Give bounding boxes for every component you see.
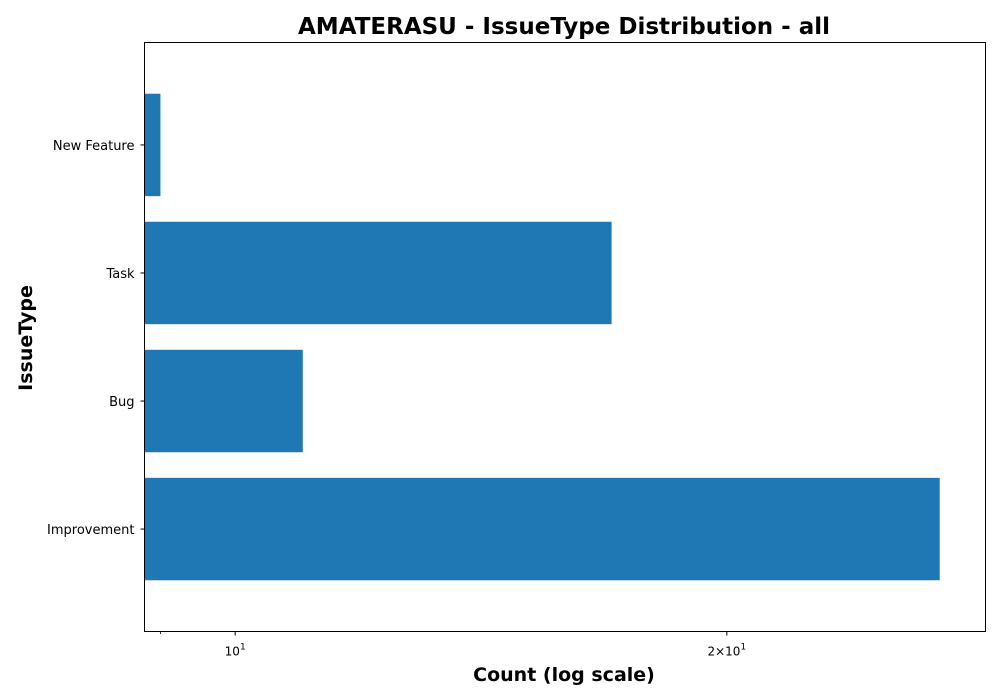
y-tick-label: New Feature xyxy=(53,139,135,154)
y-tick-label: Task xyxy=(105,267,135,282)
x-tick-label: 2×101 xyxy=(707,643,746,659)
bar-improvement xyxy=(144,477,940,581)
bars-layer xyxy=(144,93,940,581)
plot-frame xyxy=(144,42,986,632)
x-axis-label: Count (log scale) xyxy=(473,664,655,686)
y-tick-label: Bug xyxy=(109,395,134,410)
y-axis: Improvement Bug Task New Feature xyxy=(47,139,145,538)
bar-new-feature xyxy=(144,93,161,197)
chart-title: AMATERASU - IssueType Distribution - all xyxy=(298,14,830,40)
x-tick-label: 101 xyxy=(225,643,246,659)
bar-task xyxy=(144,221,612,325)
x-axis: 101 2×101 xyxy=(160,631,746,659)
y-tick-label: Improvement xyxy=(47,523,134,538)
y-axis-label: IssueType xyxy=(15,285,37,391)
bar-bug xyxy=(144,349,303,453)
